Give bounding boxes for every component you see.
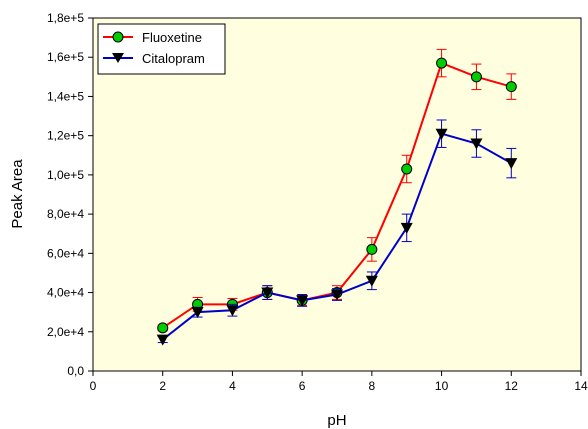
legend-citalopram-marker — [112, 53, 124, 63]
data-point — [470, 71, 482, 83]
x-tick-label: 8 — [369, 379, 376, 393]
y-tick-label: 2,0e+4 — [47, 325, 84, 339]
data-point — [366, 243, 378, 255]
data-point — [365, 275, 378, 287]
data-point — [157, 322, 169, 334]
x-tick-label: 10 — [435, 379, 449, 393]
y-tick-label: 0,0 — [67, 364, 84, 378]
data-point — [435, 128, 448, 140]
data-point — [156, 334, 169, 346]
x-tick-label: 4 — [229, 379, 236, 393]
x-tick-label: 0 — [90, 379, 97, 393]
data-point — [296, 295, 309, 307]
y-tick-label: 1,0e+5 — [47, 168, 84, 182]
legend-fluoxetine-marker — [112, 31, 124, 43]
x-tick-label: 2 — [159, 379, 166, 393]
data-point — [401, 163, 413, 175]
data-point — [505, 81, 517, 93]
y-tick-label: 8,0e+4 — [47, 207, 84, 221]
series-citalopram — [156, 119, 518, 346]
data-point — [436, 57, 448, 69]
data-point — [226, 305, 239, 317]
data-point — [331, 289, 343, 301]
x-tick-label: 12 — [505, 379, 519, 393]
axes: 0 2 4 6 8 10 12 14 0,0 2,0e+4 4,0e+4 6,0e+4 8,0e+4 1,… — [47, 11, 588, 393]
series-layer — [156, 48, 518, 346]
y-tick-label: 6,0e+4 — [47, 246, 84, 260]
y-tick-label: 1,4e+5 — [47, 89, 84, 103]
y-tick-label: 1,6e+5 — [47, 50, 84, 64]
data-point — [400, 222, 413, 234]
y-tick-label: 4,0e+4 — [47, 286, 84, 300]
x-axis-title: pH — [327, 412, 346, 429]
x-tick-label: 6 — [299, 379, 306, 393]
x-tick-label: 14 — [574, 379, 588, 393]
legend-box — [97, 23, 226, 75]
data-point — [191, 307, 204, 319]
legend: Fluoxetine Citalopram — [97, 23, 226, 75]
data-point — [470, 138, 483, 150]
data-point — [505, 158, 518, 170]
data-point — [261, 287, 274, 299]
y-tick-label: 1,2e+5 — [47, 129, 84, 143]
y-tick-label: 1,8e+5 — [47, 11, 84, 25]
y-axis-title: Peak Area — [9, 159, 26, 229]
plot-area — [92, 17, 582, 372]
legend-fluoxetine-label: Fluoxetine — [142, 30, 202, 45]
legend-citalopram-label: Citalopram — [142, 51, 205, 66]
